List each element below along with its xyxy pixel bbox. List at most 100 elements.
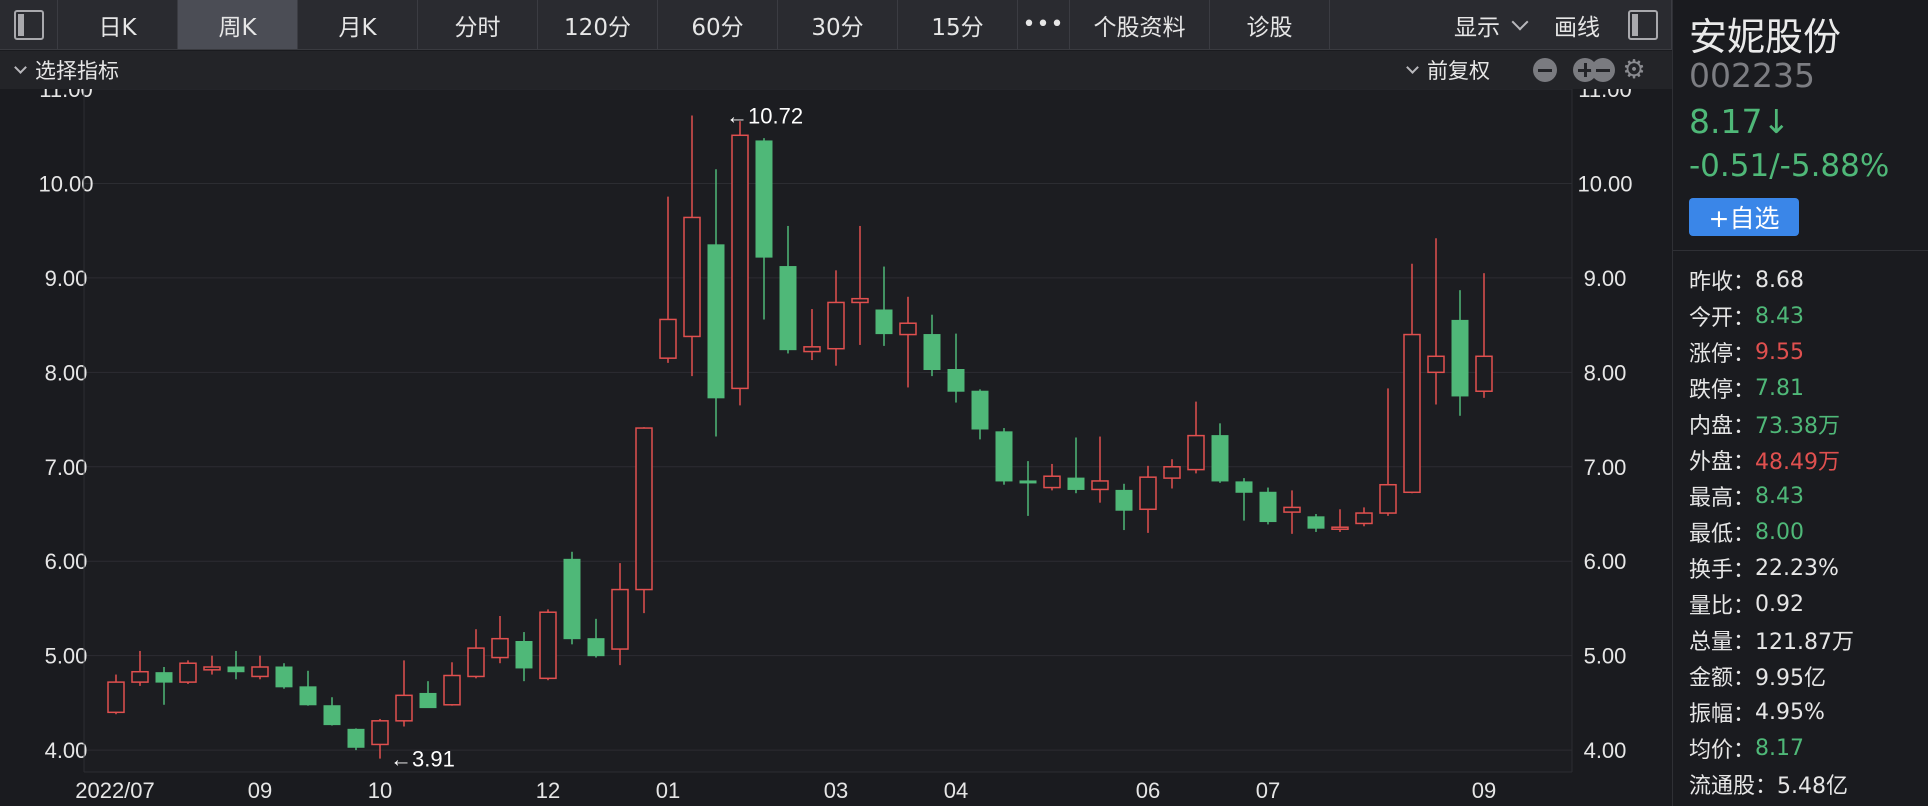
stat-value: 8.00 bbox=[1755, 519, 1804, 545]
tab-month-k[interactable]: 月K bbox=[298, 0, 418, 49]
stat-value: 22.23% bbox=[1755, 555, 1839, 581]
price-adjust-dropdown[interactable]: 前复权 bbox=[1406, 55, 1490, 85]
price-annotation: ←10.72 bbox=[726, 103, 803, 128]
chevron-down-icon bbox=[1406, 61, 1419, 74]
y-tick-label-right: 5.00 bbox=[1584, 644, 1627, 669]
stat-value: 7.81 bbox=[1755, 375, 1804, 401]
down-arrow-icon: ↓ bbox=[1762, 102, 1791, 141]
stat-label: 金额： bbox=[1689, 666, 1756, 691]
diagnose-button[interactable]: 诊股 bbox=[1210, 0, 1330, 49]
y-tick-label-left: 4.00 bbox=[45, 738, 88, 763]
candle-body-up bbox=[203, 666, 221, 671]
right-sidebar-toggle[interactable] bbox=[1614, 0, 1672, 49]
more-periods-button[interactable]: ••• bbox=[1018, 0, 1070, 49]
x-tick-label: 12 bbox=[536, 778, 560, 803]
display-label: 显示 bbox=[1454, 14, 1500, 41]
stat-row: 跌停： 7.81 bbox=[1689, 370, 1854, 406]
toolbar-spacer bbox=[1330, 0, 1440, 49]
tab-intraday[interactable]: 分时 bbox=[418, 0, 538, 49]
candle-body-down bbox=[1451, 319, 1469, 397]
display-dropdown[interactable]: 显示 bbox=[1440, 0, 1540, 49]
stock-name: 安妮股份 bbox=[1689, 15, 1842, 59]
stat-label: 振幅： bbox=[1689, 702, 1756, 727]
add-watchlist-button[interactable]: +自选 bbox=[1689, 198, 1799, 236]
y-tick-label-right: 10.00 bbox=[1577, 171, 1632, 196]
tab-120min[interactable]: 120分 bbox=[538, 0, 658, 49]
y-tick-label-right: 6.00 bbox=[1584, 549, 1627, 574]
stat-label: 跌停： bbox=[1689, 378, 1756, 403]
candle-body-up bbox=[1355, 512, 1373, 525]
candle-body-down bbox=[1259, 491, 1277, 523]
candle-body-up bbox=[131, 670, 149, 683]
stat-label: 外盘： bbox=[1689, 450, 1756, 475]
candle-body-down bbox=[1115, 489, 1133, 511]
candle-body-down bbox=[515, 641, 533, 669]
candle-body-up bbox=[251, 666, 269, 678]
candle-body-down bbox=[923, 334, 941, 370]
stat-value: 8.43 bbox=[1755, 483, 1804, 509]
stat-value: 8.17 bbox=[1755, 735, 1804, 761]
gear-icon[interactable]: ⚙ bbox=[1622, 55, 1646, 85]
stock-profile-button[interactable]: 个股资料 bbox=[1070, 0, 1210, 49]
candle-body-up bbox=[899, 322, 917, 336]
candle-body-down bbox=[779, 266, 797, 351]
last-price: 8.17 bbox=[1689, 102, 1763, 141]
candle-body-down bbox=[1211, 435, 1229, 482]
candle-body-down bbox=[1019, 480, 1037, 484]
stat-row: 最低： 8.00 bbox=[1689, 514, 1854, 550]
stat-row: 内盘： 73.38万 bbox=[1689, 406, 1854, 442]
candle-body-down bbox=[995, 431, 1013, 482]
stat-value: 9.55 bbox=[1755, 339, 1804, 365]
sidebar-icon bbox=[1627, 9, 1658, 40]
candle-body-up bbox=[635, 427, 653, 591]
adjust-label: 前复权 bbox=[1427, 59, 1490, 83]
y-tick-label-left: 6.00 bbox=[45, 549, 88, 574]
candle-body-up bbox=[443, 674, 461, 706]
x-tick-label: 09 bbox=[248, 778, 272, 803]
candle-body-up bbox=[731, 134, 749, 390]
candle-body-up bbox=[1331, 526, 1349, 530]
stat-row: 涨停： 9.55 bbox=[1689, 334, 1854, 370]
candle-body-up bbox=[1091, 480, 1109, 491]
zoom-out-icon[interactable] bbox=[1533, 58, 1557, 82]
stat-row: 金额： 9.95亿 bbox=[1689, 658, 1854, 694]
quote-stats: 昨收： 8.68 今开： 8.43 涨停： 9.55 跌停： 7.81 内盘： 73.38万 外盘：… bbox=[1689, 262, 1854, 802]
sidebar-icon bbox=[13, 9, 44, 40]
chevron-down-icon bbox=[14, 61, 27, 74]
price-change: -0.51/-5.88% bbox=[1689, 148, 1890, 184]
x-tick-label: 07 bbox=[1256, 778, 1280, 803]
kline-chart-area[interactable]: 4.00 4.00 5.00 5.00 6.00 6.00 7.00 7.00 8.00 8.00… bbox=[0, 89, 1672, 806]
stat-row: 均价： 8.17 bbox=[1689, 730, 1854, 766]
tab-60min[interactable]: 60分 bbox=[658, 0, 778, 49]
candle-body-down bbox=[755, 140, 773, 258]
y-tick-label-right: 7.00 bbox=[1584, 455, 1627, 480]
tab-day-k[interactable]: 日K bbox=[58, 0, 178, 49]
candle-body-down bbox=[275, 666, 293, 688]
candle-body-down bbox=[227, 666, 245, 673]
candle-body-up bbox=[539, 611, 557, 680]
left-sidebar-toggle[interactable] bbox=[0, 0, 58, 49]
tab-15min[interactable]: 15分 bbox=[898, 0, 1018, 49]
candle-body-down bbox=[707, 244, 725, 399]
stat-value: 5.48亿 bbox=[1777, 774, 1849, 799]
tab-30min[interactable]: 30分 bbox=[778, 0, 898, 49]
stat-value: 0.92 bbox=[1755, 591, 1804, 617]
stat-row: 换手： 22.23% bbox=[1689, 550, 1854, 586]
candle-body-up bbox=[107, 681, 125, 714]
minimize-icon[interactable] bbox=[1591, 58, 1615, 82]
y-tick-label-left: 11.00 bbox=[39, 89, 92, 102]
candle-body-up bbox=[467, 647, 485, 678]
draw-line-button[interactable]: 画线 bbox=[1554, 14, 1600, 41]
stat-value: 9.95亿 bbox=[1755, 666, 1827, 691]
indicator-select[interactable]: 选择指标 bbox=[14, 55, 119, 85]
stat-label: 均价： bbox=[1689, 738, 1756, 763]
candle-body-down bbox=[1067, 477, 1085, 490]
indicator-label: 选择指标 bbox=[35, 59, 119, 83]
candle-body-up bbox=[1139, 476, 1157, 511]
x-tick-label: 2022/07 bbox=[75, 778, 155, 803]
stat-label: 今开： bbox=[1689, 306, 1756, 331]
candle-body-down bbox=[875, 309, 893, 335]
stat-row: 总量： 121.87万 bbox=[1689, 622, 1854, 658]
tab-week-k[interactable]: 周K bbox=[178, 0, 298, 49]
